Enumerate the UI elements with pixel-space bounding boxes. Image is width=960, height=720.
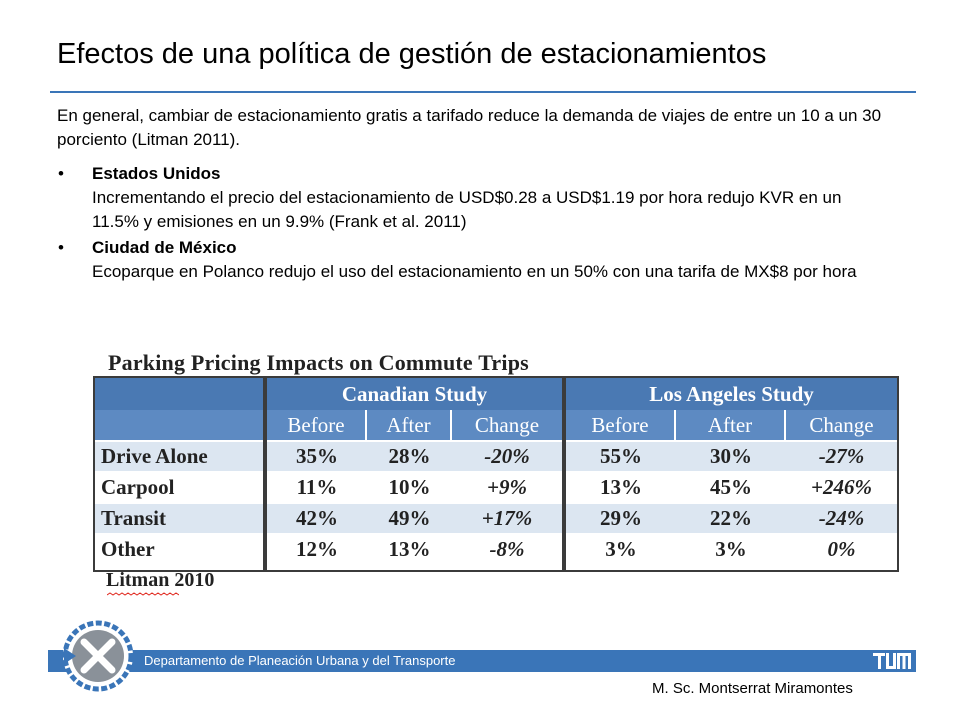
table-cell: 3% (715, 537, 747, 561)
table-cell: -8% (489, 537, 525, 561)
table-cell: 29% (600, 506, 642, 530)
subheader-before: Before (267, 410, 367, 440)
footer-bar (48, 650, 916, 672)
tum-logo-icon (873, 653, 911, 669)
row-label: Drive Alone (101, 444, 208, 468)
table-cell: 22% (710, 506, 752, 530)
row-label: Transit (101, 506, 166, 530)
table-cell: 13% (600, 475, 642, 499)
column-divider (562, 378, 566, 570)
table-cell: 42% (296, 506, 338, 530)
table-cell: -24% (818, 506, 865, 530)
spellcheck-underline (107, 592, 179, 596)
bullet-marker: • (58, 164, 64, 183)
row-label: Other (101, 537, 155, 561)
column-divider (263, 378, 267, 570)
figure-caption: Litman 2010 (106, 569, 215, 591)
subheader-change: Change (452, 410, 562, 440)
subheader-after: After (367, 410, 452, 440)
bullet-heading: Ciudad de México (92, 238, 237, 257)
table-cell: +17% (481, 506, 533, 530)
table-cell: 10% (388, 475, 431, 499)
group-header-los-angeles: Los Angeles Study (566, 378, 897, 410)
table-cell: -20% (484, 444, 530, 468)
table-row: Transit 42% 49% +17% 29% 22% -24% (95, 502, 897, 533)
transport-logo-icon (62, 620, 134, 692)
table-cell: 0% (827, 537, 856, 561)
table-cell: 55% (600, 444, 642, 468)
table-cell: 12% (296, 537, 338, 561)
row-label: Carpool (101, 475, 175, 499)
table-cell: 13% (388, 537, 431, 561)
author-name: M. Sc. Montserrat Miramontes (652, 680, 853, 697)
table-cell: 49% (388, 506, 431, 530)
parking-pricing-figure: Parking Pricing Impacts on Commute Trips… (93, 344, 899, 600)
subheader-before: Before (566, 410, 676, 440)
intro-paragraph: En general, cambiar de estacionamiento g… (57, 106, 882, 149)
bullet-text: Incrementando el precio del estacionamie… (92, 188, 842, 231)
figure-title: Parking Pricing Impacts on Commute Trips (108, 350, 529, 375)
table-cell: +246% (811, 475, 872, 499)
bullet-marker: • (58, 238, 64, 257)
table-row: Drive Alone 35% 28% -20% 55% 30% -27% (95, 440, 897, 471)
table-cell: +9% (487, 475, 527, 499)
bullet-text: Ecoparque en Polanco redujo el uso del e… (92, 262, 857, 281)
title-underline (50, 91, 916, 93)
table-cell: 28% (388, 444, 431, 468)
table-cell: 11% (296, 475, 338, 499)
table-row: Carpool 11% 10% +9% 13% 45% +246% (95, 471, 897, 502)
slide-title: Efectos de una política de gestión de es… (57, 38, 767, 70)
group-header-row: Canadian Study Los Angeles Study (95, 378, 897, 410)
impacts-table: Canadian Study Los Angeles Study Before … (93, 376, 899, 572)
table-row: Other 12% 13% -8% 3% 3% 0% (95, 533, 897, 570)
subheader-change: Change (786, 410, 897, 440)
subheader-row: Before After Change Before After Change (95, 410, 897, 440)
table-cell: -27% (818, 444, 865, 468)
table-cell: 35% (296, 444, 338, 468)
subheader-after: After (676, 410, 786, 440)
department-name: Departamento de Planeación Urbana y del … (144, 653, 456, 668)
table-cell: 30% (710, 444, 752, 468)
bullet-heading: Estados Unidos (92, 164, 221, 183)
group-header-canadian: Canadian Study (267, 378, 562, 410)
blank-subheader-cell (95, 410, 263, 440)
table-cell: 45% (710, 475, 752, 499)
table-cell: 3% (605, 537, 637, 561)
blank-header-cell (95, 378, 263, 410)
